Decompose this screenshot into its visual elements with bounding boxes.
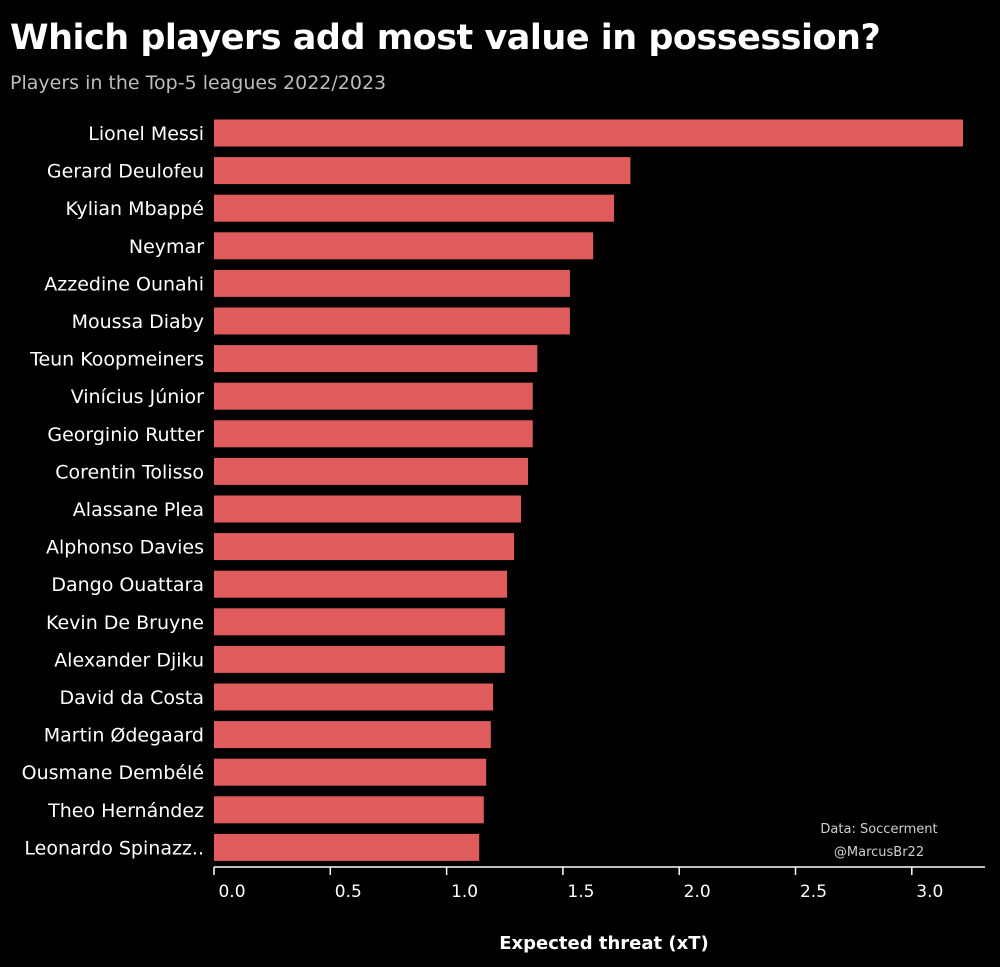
y-tick-label: Neymar	[129, 236, 204, 258]
bar	[214, 269, 570, 297]
chart-subtitle: Players in the Top-5 leagues 2022/2023	[10, 72, 387, 94]
x-tick-label: 3.0	[916, 882, 943, 902]
y-tick-label: Alexander Djiku	[54, 649, 204, 671]
y-tick-label: Martin Ødegaard	[44, 725, 204, 747]
author-credit: @MarcusBr22	[834, 845, 924, 860]
bar	[214, 420, 533, 448]
bar	[214, 683, 494, 711]
y-tick-label: Teun Koopmeiners	[29, 349, 204, 371]
x-tick-label: 0.5	[335, 882, 362, 902]
bar	[214, 645, 505, 673]
y-tick-label: Azzedine Ounahi	[44, 273, 204, 295]
y-tick-label: Alassane Plea	[73, 499, 204, 521]
y-tick-label: Kylian Mbappé	[65, 198, 204, 220]
y-tick-label: Lionel Messi	[88, 123, 204, 145]
y-tick-label: Moussa Diaby	[72, 311, 204, 333]
y-tick-label: David da Costa	[59, 687, 204, 709]
y-tick-label: Corentin Tolisso	[55, 461, 204, 483]
y-tick-label: Dango Ouattara	[51, 574, 204, 596]
y-tick-label: Vinícius Júnior	[71, 386, 204, 408]
bar	[214, 758, 487, 786]
bar	[214, 570, 508, 598]
x-tick-label: 1.0	[451, 882, 478, 902]
source-credit: Data: Soccerment	[820, 822, 937, 837]
x-tick-label: 2.5	[800, 882, 827, 902]
bars-layer	[214, 119, 963, 861]
x-axis-ticks: 0.0 0.5 1.0 1.5 2.0 2.5 3.0	[213, 867, 943, 902]
bar	[214, 457, 528, 485]
y-tick-label: Theo Hernández	[47, 800, 204, 822]
x-tick-label: 2.0	[684, 882, 711, 902]
chart-title: Which players add most value in possessi…	[10, 18, 881, 58]
y-tick-label: Alphonso Davies	[46, 537, 204, 559]
bar	[214, 608, 505, 636]
bar	[214, 533, 515, 561]
x-axis-title: Expected threat (xT)	[499, 933, 709, 954]
bar	[214, 382, 533, 410]
bar	[214, 307, 570, 335]
y-axis-labels: Lionel Messi Gerard Deulofeu Kylian Mbappé…	[22, 123, 205, 859]
bar	[214, 157, 631, 185]
y-tick-label: Ousmane Dembélé	[22, 762, 204, 784]
bar	[214, 119, 963, 147]
y-tick-label: Kevin De Bruyne	[46, 612, 204, 634]
bar	[214, 345, 538, 373]
x-tick-label: 0.0	[218, 882, 245, 902]
bar	[214, 495, 521, 523]
bar	[214, 232, 594, 260]
bar	[214, 721, 491, 749]
bar	[214, 194, 615, 222]
bar	[214, 796, 484, 824]
y-tick-label: Georginio Rutter	[47, 424, 204, 446]
y-tick-label: Leonardo Spinazz..	[24, 837, 204, 859]
y-tick-label: Gerard Deulofeu	[47, 161, 204, 183]
bar	[214, 833, 480, 861]
x-tick-label: 1.5	[567, 882, 594, 902]
